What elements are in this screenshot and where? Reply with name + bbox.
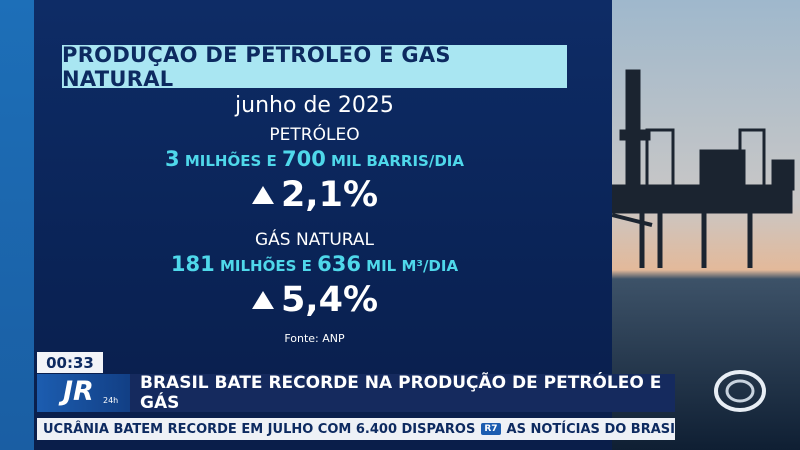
ticker-item: UCRÂNIA BATEM RECORDE EM JULHO COM 6.400… bbox=[43, 421, 476, 437]
logo-text: JR bbox=[63, 376, 94, 407]
value-text: MILHÕES E bbox=[214, 257, 318, 275]
value-number: 700 bbox=[281, 147, 326, 171]
source: Fonte: ANP bbox=[284, 332, 345, 345]
logo-sub: 24h bbox=[103, 396, 119, 405]
value-number: 3 bbox=[165, 147, 180, 171]
change-text: 2,1% bbox=[280, 175, 379, 215]
gas-change: 5,4% bbox=[62, 280, 567, 320]
gas-label: GÁS NATURAL bbox=[254, 230, 375, 250]
ticker-badge: R7 bbox=[481, 423, 501, 435]
period: junho de 2025 bbox=[235, 93, 394, 118]
up-arrow bbox=[251, 186, 274, 204]
gas-value: 181 MILHÕES E 636 MIL M³/DIA bbox=[62, 252, 567, 276]
value-number: 636 bbox=[317, 252, 361, 276]
up-arrow bbox=[251, 291, 274, 309]
network-logo bbox=[714, 370, 766, 412]
oil-value: 3 MILHÕES E 700 MIL BARRIS/DIA bbox=[62, 147, 567, 171]
panel-edge bbox=[0, 0, 34, 450]
oil-rig-photo bbox=[612, 0, 800, 450]
value-text: MIL BARRIS/DIA bbox=[325, 152, 464, 170]
ticker-item: AS NOTÍCIAS DO BRASIL E DO MUNDO EST bbox=[506, 421, 675, 437]
oil-change: 2,1% bbox=[62, 175, 567, 215]
value-text: MILHÕES E bbox=[179, 152, 282, 170]
value-number: 181 bbox=[170, 252, 215, 276]
change-text: 5,4% bbox=[280, 280, 379, 320]
news-ticker: UCRÂNIA BATEM RECORDE EM JULHO COM 6.400… bbox=[37, 418, 675, 440]
value-text: MIL M³/DIA bbox=[360, 257, 459, 275]
headline: BRASIL BATE RECORDE NA PRODUÇÃO DE PETRÓ… bbox=[130, 373, 675, 413]
oil-label: PETRÓLEO bbox=[269, 125, 360, 145]
channel-logo: JR 24h bbox=[37, 374, 130, 412]
graphic-title: PRODUÇÃO DE PETRÓLEO E GÁS NATURAL bbox=[62, 43, 567, 91]
clock: 00:33 bbox=[37, 352, 103, 373]
